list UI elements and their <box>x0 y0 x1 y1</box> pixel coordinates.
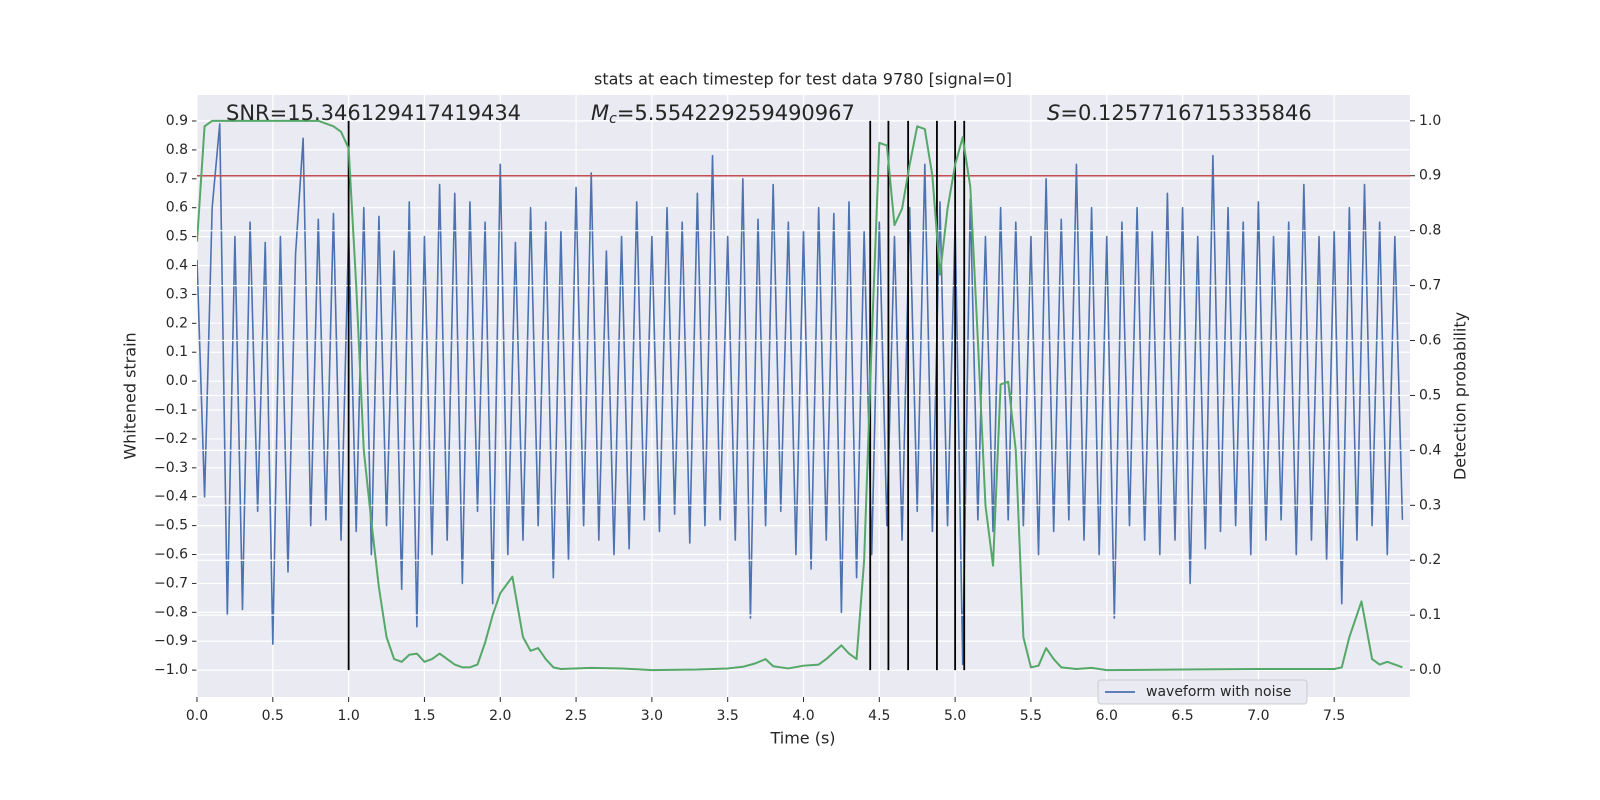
y-tick-label: −0.1 <box>154 402 188 418</box>
probability-line <box>197 119 1403 672</box>
y-tick-label: −0.5 <box>154 518 188 534</box>
y-tick-label: 0.2 <box>166 315 188 331</box>
annotation: Mc=5.554229259490967 <box>591 101 855 127</box>
annotation-symbol: S <box>1047 101 1060 125</box>
y-tick-label: 0.8 <box>166 142 188 158</box>
x-tick-label: 4.0 <box>792 708 814 724</box>
y-tick-label: 0.7 <box>166 171 188 187</box>
x-axis-label: Time (s) <box>769 729 835 748</box>
x-tick-label: 6.0 <box>1096 708 1118 724</box>
waveform-line <box>197 123 1404 666</box>
annotation-symbol: M <box>591 101 609 125</box>
x-tick-label: 0.0 <box>186 708 208 724</box>
y-tick-label: −1.0 <box>154 662 188 678</box>
annotation-text: SNR=15.346129417419434 <box>226 101 521 125</box>
x-tick-label: 5.0 <box>944 708 966 724</box>
y-tick-label: 0.0 <box>166 373 188 389</box>
legend-label: waveform with noise <box>1146 684 1291 700</box>
y2-axis-label: Detection probability <box>1451 312 1470 480</box>
x-tick-label: 6.5 <box>1171 708 1193 724</box>
y2-tick-label: 0.4 <box>1419 442 1441 458</box>
y-tick-label: 0.6 <box>166 200 188 216</box>
x-tick-label: 2.5 <box>565 708 587 724</box>
y2-tick-label: 0.2 <box>1419 552 1441 568</box>
x-tick-label: 3.0 <box>641 708 663 724</box>
y-tick-label: 0.5 <box>166 229 188 245</box>
chart-title: stats at each timestep for test data 978… <box>594 70 1012 89</box>
annotation-subscript: c <box>609 111 617 127</box>
x-tick-label: 2.0 <box>489 708 511 724</box>
y-tick-label: −0.7 <box>154 575 188 591</box>
legend-box <box>1097 679 1308 705</box>
x-tick-label: 7.5 <box>1323 708 1345 724</box>
y-tick-label: −0.2 <box>154 431 188 447</box>
y2-tick-label: 0.0 <box>1419 662 1441 678</box>
y-tick-label: −0.6 <box>154 547 188 563</box>
x-tick-label: 1.5 <box>413 708 435 724</box>
y-tick-label: −0.9 <box>154 633 188 649</box>
annotation: S=0.1257716715335846 <box>1047 101 1312 125</box>
y-tick-label: −0.4 <box>154 489 188 505</box>
y-tick-label: 0.3 <box>166 286 188 302</box>
y2-tick-label: 0.8 <box>1419 223 1441 239</box>
y2-tick-label: 0.9 <box>1419 168 1441 184</box>
y2-tick-label: 0.1 <box>1419 607 1441 623</box>
annotation: SNR=15.346129417419434 <box>226 101 521 125</box>
y2-tick-label: 0.5 <box>1419 387 1441 403</box>
y2-tick-label: 1.0 <box>1419 113 1441 129</box>
y-tick-label: −0.8 <box>154 604 188 620</box>
y-tick-label: 0.1 <box>166 344 188 360</box>
x-tick-label: 7.0 <box>1247 708 1269 724</box>
y-tick-label: −0.3 <box>154 460 188 476</box>
y2-tick-label: 0.6 <box>1419 333 1441 349</box>
annotation-text: =0.1257716715335846 <box>1060 101 1311 125</box>
annotation-text: =5.554229259490967 <box>617 101 855 125</box>
y-tick-label: 0.9 <box>166 113 188 129</box>
y2-tick-label: 0.3 <box>1419 497 1441 513</box>
y2-tick-label: 0.7 <box>1419 278 1441 294</box>
x-tick-label: 3.5 <box>717 708 739 724</box>
x-tick-label: 1.0 <box>337 708 359 724</box>
x-tick-label: 4.5 <box>868 708 890 724</box>
x-tick-label: 0.5 <box>262 708 284 724</box>
x-tick-label: 5.5 <box>1020 708 1042 724</box>
y-tick-label: 0.4 <box>166 258 188 274</box>
y-axis-label: Whitened strain <box>121 332 140 459</box>
